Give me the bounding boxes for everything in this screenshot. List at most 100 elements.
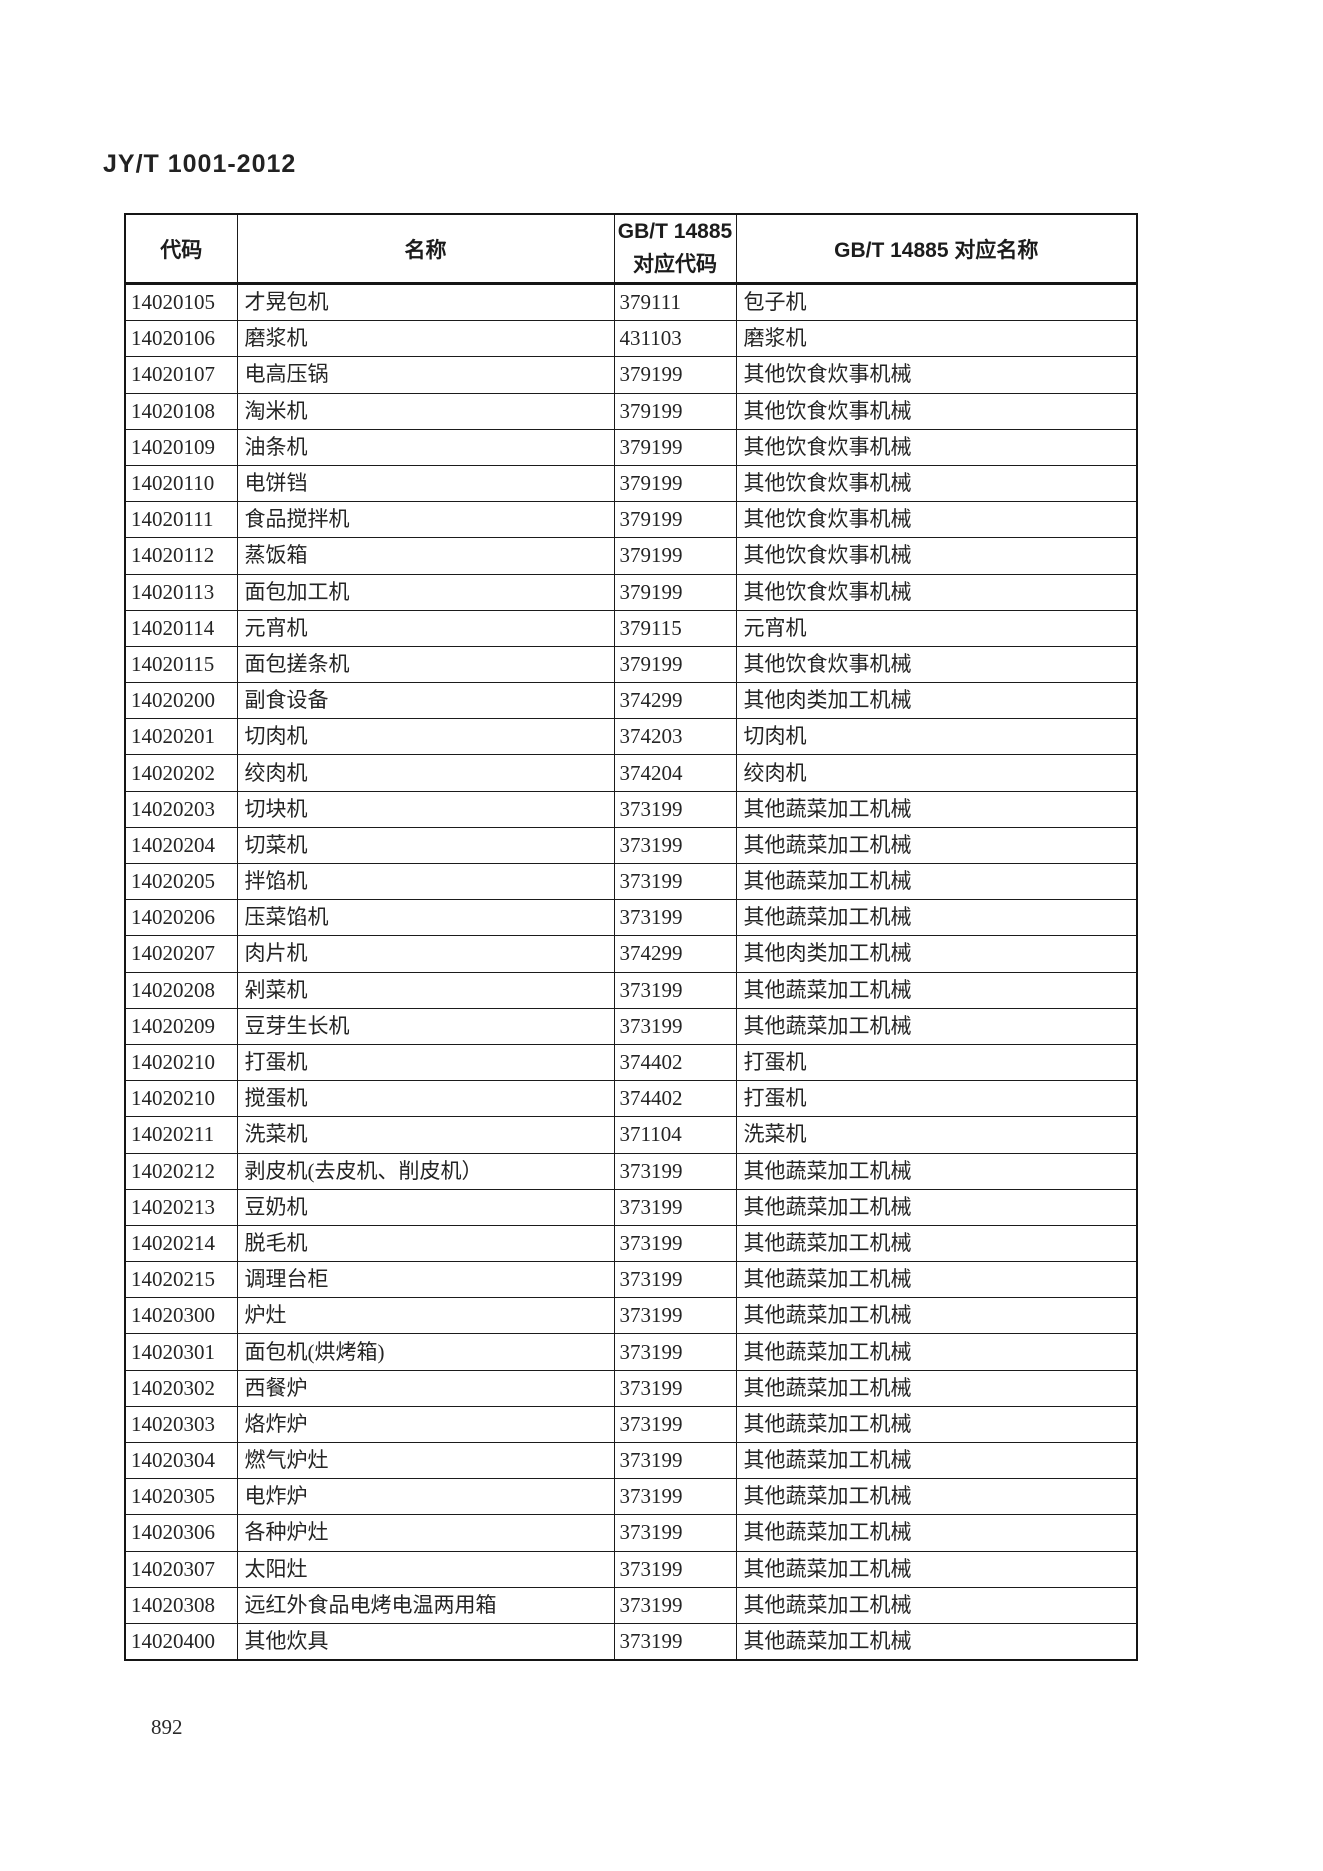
cell-gbt-code: 379111 — [613, 282, 737, 322]
cell-gbt-name: 其他蔬菜加工机械 — [735, 1152, 1138, 1190]
cell-gbt-name: 其他饮食炊事机械 — [735, 356, 1138, 394]
table-row: 14020210 搅蛋机 374402 打蛋机 — [124, 1080, 1138, 1118]
cell-gbt-name: 其他蔬菜加工机械 — [735, 826, 1138, 865]
code-mapping-table: 代码 名称 GB/T 14885 对应代码 GB/T 14885 对应名称 14… — [124, 213, 1138, 1662]
cell-code: 14020308 — [124, 1586, 238, 1624]
cell-code: 14020305 — [124, 1478, 238, 1516]
cell-gbt-name: 打蛋机 — [735, 1080, 1138, 1118]
cell-gbt-code: 373199 — [613, 1478, 737, 1516]
cell-name: 压菜馅机 — [236, 899, 615, 937]
cell-gbt-name: 其他蔬菜加工机械 — [735, 790, 1138, 828]
cell-name: 面包机(烘烤箱) — [236, 1333, 615, 1371]
cell-gbt-name: 其他蔬菜加工机械 — [735, 1405, 1138, 1444]
cell-code: 14020110 — [124, 464, 238, 503]
cell-gbt-name: 打蛋机 — [735, 1043, 1138, 1082]
table-row: 14020211 洗菜机 371104 洗菜机 — [124, 1116, 1138, 1154]
cell-gbt-name: 其他蔬菜加工机械 — [735, 1261, 1138, 1299]
table-row: 14020202 绞肉机 374204 绞肉机 — [124, 754, 1138, 792]
cell-name: 西餐炉 — [236, 1369, 615, 1407]
cell-name: 拌馅机 — [236, 862, 615, 901]
cell-gbt-code: 379199 — [613, 573, 737, 611]
cell-code: 14020206 — [124, 899, 238, 937]
table-row: 14020214 脱毛机 373199 其他蔬菜加工机械 — [124, 1224, 1138, 1263]
table-row: 14020108 淘米机 379199 其他饮食炊事机械 — [124, 392, 1138, 430]
cell-gbt-name: 其他饮食炊事机械 — [735, 428, 1138, 466]
cell-name: 炉灶 — [236, 1297, 615, 1335]
cell-gbt-name: 其他饮食炊事机械 — [735, 464, 1138, 503]
cell-gbt-code: 373199 — [613, 1224, 737, 1263]
cell-name: 蒸饭箱 — [236, 537, 615, 575]
cell-name: 燃气炉灶 — [236, 1441, 615, 1480]
cell-gbt-code: 431103 — [613, 320, 737, 358]
cell-name: 副食设备 — [236, 682, 615, 720]
cell-gbt-name: 其他蔬菜加工机械 — [735, 1550, 1138, 1588]
cell-gbt-code: 379199 — [613, 428, 737, 466]
cell-code: 14020205 — [124, 862, 238, 901]
cell-gbt-code: 374204 — [613, 754, 737, 792]
cell-gbt-name: 其他蔬菜加工机械 — [735, 1441, 1138, 1480]
cell-code: 14020212 — [124, 1152, 238, 1190]
cell-gbt-name: 其他蔬菜加工机械 — [735, 1188, 1138, 1226]
table-row: 14020106 磨浆机 431103 磨浆机 — [124, 320, 1138, 358]
cell-gbt-code: 373199 — [613, 1514, 737, 1552]
header-row: 代码 名称 GB/T 14885 对应代码 GB/T 14885 对应名称 — [124, 213, 1138, 285]
page-number: 892 — [151, 1715, 183, 1739]
cell-code: 14020200 — [124, 682, 238, 720]
cell-gbt-code: 374402 — [613, 1080, 737, 1118]
cell-name: 远红外食品电烤电温两用箱 — [236, 1586, 615, 1624]
cell-code: 14020301 — [124, 1333, 238, 1371]
cell-name: 绞肉机 — [236, 754, 615, 792]
cell-gbt-code: 374299 — [613, 935, 737, 973]
table-row: 14020107 电高压锅 379199 其他饮食炊事机械 — [124, 356, 1138, 394]
cell-code: 14020108 — [124, 392, 238, 430]
table-row: 14020111 食品搅拌机 379199 其他饮食炊事机械 — [124, 501, 1138, 539]
cell-name: 电炸炉 — [236, 1478, 615, 1516]
cell-code: 14020202 — [124, 754, 238, 792]
cell-code: 14020210 — [124, 1043, 238, 1082]
cell-gbt-name: 其他蔬菜加工机械 — [735, 971, 1138, 1009]
cell-gbt-name: 其他蔬菜加工机械 — [735, 1007, 1138, 1045]
cell-gbt-name: 包子机 — [735, 282, 1138, 322]
header-code: 代码 — [124, 213, 238, 285]
table-row: 14020204 切菜机 373199 其他蔬菜加工机械 — [124, 826, 1138, 865]
table-row: 14020115 面包搓条机 379199 其他饮食炊事机械 — [124, 645, 1138, 684]
header-gbt-code: GB/T 14885 对应代码 — [613, 213, 737, 285]
cell-code: 14020107 — [124, 356, 238, 394]
cell-gbt-code: 374299 — [613, 682, 737, 720]
cell-gbt-code: 373199 — [613, 971, 737, 1009]
cell-gbt-name: 其他蔬菜加工机械 — [735, 1586, 1138, 1624]
cell-gbt-name: 其他蔬菜加工机械 — [735, 899, 1138, 937]
table-row: 14020114 元宵机 379115 元宵机 — [124, 609, 1138, 647]
cell-name: 搅蛋机 — [236, 1080, 615, 1118]
cell-name: 豆奶机 — [236, 1188, 615, 1226]
cell-gbt-name: 其他蔬菜加工机械 — [735, 1514, 1138, 1552]
cell-gbt-code: 373199 — [613, 790, 737, 828]
cell-name: 淘米机 — [236, 392, 615, 430]
table-row: 14020307 太阳灶 373199 其他蔬菜加工机械 — [124, 1550, 1138, 1588]
table-header: 代码 名称 GB/T 14885 对应代码 GB/T 14885 对应名称 — [124, 213, 1138, 285]
cell-code: 14020210 — [124, 1080, 238, 1118]
cell-code: 14020111 — [124, 501, 238, 539]
cell-gbt-code: 373199 — [613, 1586, 737, 1624]
table-row: 14020206 压菜馅机 373199 其他蔬菜加工机械 — [124, 899, 1138, 937]
cell-gbt-code: 379199 — [613, 464, 737, 503]
table-row: 14020300 炉灶 373199 其他蔬菜加工机械 — [124, 1297, 1138, 1335]
table-row: 14020304 燃气炉灶 373199 其他蔬菜加工机械 — [124, 1441, 1138, 1480]
cell-gbt-code: 371104 — [613, 1116, 737, 1154]
cell-name: 元宵机 — [236, 609, 615, 647]
table-row: 14020303 烙炸炉 373199 其他蔬菜加工机械 — [124, 1405, 1138, 1444]
cell-code: 14020304 — [124, 1441, 238, 1480]
cell-gbt-code: 373199 — [613, 1405, 737, 1444]
cell-name: 切菜机 — [236, 826, 615, 865]
cell-name: 油条机 — [236, 428, 615, 466]
cell-gbt-code: 373199 — [613, 862, 737, 901]
table-row: 14020301 面包机(烘烤箱) 373199 其他蔬菜加工机械 — [124, 1333, 1138, 1371]
cell-code: 14020207 — [124, 935, 238, 973]
cell-code: 14020306 — [124, 1514, 238, 1552]
table-row: 14020112 蒸饭箱 379199 其他饮食炊事机械 — [124, 537, 1138, 575]
standard-number-title: JY/T 1001-2012 — [103, 150, 297, 178]
table-row: 14020213 豆奶机 373199 其他蔬菜加工机械 — [124, 1188, 1138, 1226]
table-row: 14020203 切块机 373199 其他蔬菜加工机械 — [124, 790, 1138, 828]
cell-name: 电饼铛 — [236, 464, 615, 503]
